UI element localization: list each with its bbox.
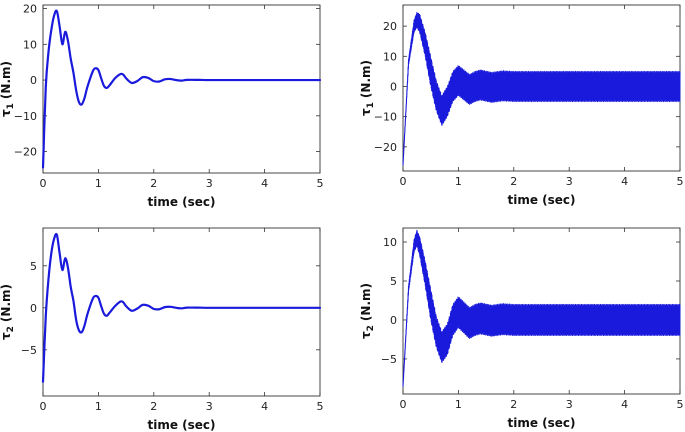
y-tick-label: −5	[21, 344, 37, 357]
x-tick-label: 4	[621, 398, 628, 411]
y-tick-label: 10	[383, 236, 397, 249]
y-axis-label: τ1 (N.m)	[359, 60, 376, 116]
y-axis-unit: (N.m)	[0, 61, 13, 99]
x-axis-label: time (sec)	[147, 195, 215, 209]
x-tick-label: 4	[261, 177, 268, 190]
y-axis-label: τ1 (N.m)	[0, 61, 16, 117]
x-tick-label: 4	[621, 175, 628, 188]
x-tick-label: 1	[455, 398, 462, 411]
x-tick-label: 5	[317, 177, 324, 190]
x-tick-label: 1	[95, 400, 102, 413]
y-tick-label: −10	[374, 111, 397, 124]
y-tick-label: 0	[30, 302, 37, 315]
y-tick-label: −10	[14, 110, 37, 123]
y-axis-label: τ2 (N.m)	[359, 283, 376, 339]
y-axis-subscript: 1	[366, 102, 376, 108]
x-tick-label: 5	[677, 175, 684, 188]
x-tick-label: 1	[95, 177, 102, 190]
x-tick-label: 3	[206, 177, 213, 190]
x-tick-label: 0	[400, 175, 407, 188]
y-tick-label: −20	[14, 146, 37, 159]
y-axis-symbol: τ	[0, 109, 13, 117]
y-tick-label: −20	[374, 141, 397, 154]
x-axis-label: time (sec)	[507, 416, 575, 430]
x-tick-label: 5	[317, 400, 324, 413]
plot-frame	[42, 4, 321, 174]
x-tick-label: 1	[455, 175, 462, 188]
y-axis-symbol: τ	[0, 332, 13, 340]
y-tick-label: 5	[30, 260, 37, 273]
series-line	[41, 232, 322, 383]
plot-frame	[42, 227, 321, 397]
y-axis-unit: (N.m)	[0, 284, 13, 322]
y-axis-unit: (N.m)	[359, 283, 373, 321]
y-tick-label: −5	[381, 353, 397, 366]
y-axis-unit: (N.m)	[359, 60, 373, 98]
y-tick-label: 0	[390, 314, 397, 327]
y-tick-label: 10	[383, 50, 397, 63]
series-line	[402, 12, 681, 166]
x-tick-label: 3	[206, 400, 213, 413]
y-axis-symbol: τ	[359, 331, 373, 339]
y-tick-label: 0	[390, 80, 397, 93]
series-line	[41, 9, 322, 169]
y-tick-label: 20	[383, 20, 397, 33]
x-tick-label: 0	[40, 177, 47, 190]
y-tick-label: 10	[23, 38, 37, 51]
x-tick-label: 3	[566, 398, 573, 411]
series-line	[402, 229, 681, 387]
x-tick-label: 0	[400, 398, 407, 411]
x-axis-label: time (sec)	[147, 418, 215, 432]
y-axis-subscript: 1	[6, 103, 16, 109]
x-tick-label: 0	[40, 400, 47, 413]
y-axis-label: τ2 (N.m)	[0, 284, 16, 340]
x-axis-label: time (sec)	[507, 193, 575, 207]
y-tick-label: 5	[390, 275, 397, 288]
x-tick-label: 5	[677, 398, 684, 411]
y-tick-label: 0	[30, 74, 37, 87]
x-tick-label: 2	[510, 175, 517, 188]
x-tick-label: 2	[150, 177, 157, 190]
y-axis-subscript: 2	[366, 325, 376, 331]
y-axis-symbol: τ	[359, 108, 373, 116]
y-tick-label: 20	[23, 3, 37, 16]
x-tick-label: 4	[261, 400, 268, 413]
x-tick-label: 3	[566, 175, 573, 188]
x-tick-label: 2	[510, 398, 517, 411]
y-axis-subscript: 2	[6, 326, 16, 332]
x-tick-label: 2	[150, 400, 157, 413]
